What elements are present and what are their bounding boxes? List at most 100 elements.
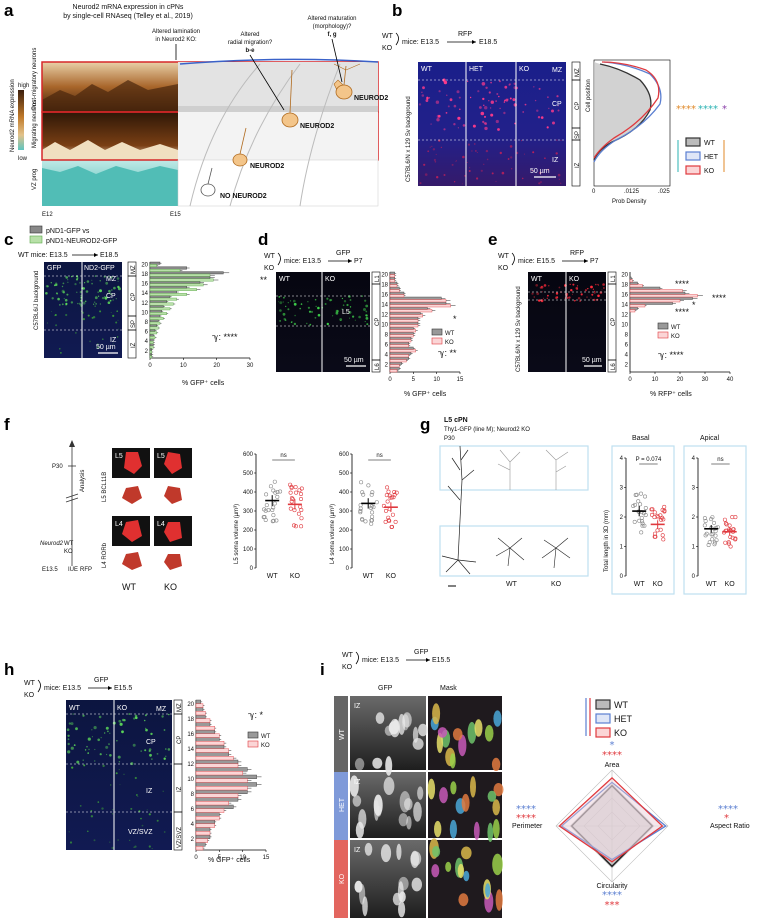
x-tick-label: 15	[457, 377, 464, 383]
tile-l5-ko: L5	[157, 453, 165, 460]
cell-dot	[566, 296, 569, 299]
data-point	[369, 518, 374, 523]
timeline-ko: KO	[64, 549, 73, 555]
cell-dot	[94, 301, 96, 303]
y-tick-label: 16	[621, 293, 628, 299]
tree-ko: KO	[551, 581, 562, 588]
data-point	[632, 519, 637, 524]
cell-dot	[82, 287, 85, 290]
y-tick-label: 4	[385, 353, 389, 359]
y-tick-label: 4	[620, 456, 624, 462]
bar	[149, 343, 154, 347]
data-point	[649, 512, 654, 517]
data-point	[389, 524, 394, 529]
mask-cell	[461, 846, 472, 860]
cell-dot	[366, 323, 369, 326]
y-tick-label: 6	[625, 343, 629, 349]
data-point	[360, 517, 365, 522]
cell-dot	[134, 845, 137, 848]
data-point	[730, 515, 735, 520]
cell-dot	[521, 177, 524, 180]
cell-dot	[512, 98, 516, 102]
panel-e-bracket-cp: CP	[611, 318, 617, 326]
panel-b-layer-cp: CP	[552, 101, 562, 108]
cell-dot	[116, 310, 118, 313]
panel-a-lamination-2: in Neurod2 KO:	[155, 37, 197, 43]
bar	[389, 326, 414, 330]
panel-f-chart-l4: 0 100 200 300 400 500 600 L4 soma volume (µm³) W…	[330, 452, 399, 580]
cell-dot	[488, 91, 491, 94]
bar	[389, 369, 398, 373]
radar-wt	[570, 784, 654, 868]
cell-dot	[586, 288, 589, 290]
cell-dot	[98, 715, 102, 719]
y-tick-label: 20	[621, 273, 628, 279]
scale-high: high	[18, 83, 29, 89]
cell-dot	[453, 104, 457, 108]
gfp-cell	[349, 775, 359, 797]
group-label-wt: WT	[363, 573, 375, 580]
cell-dot	[79, 805, 82, 807]
cell-dot	[118, 328, 119, 330]
bar	[389, 274, 395, 278]
neuron-vz	[200, 167, 216, 197]
panel-c-bracket-sp: SP	[131, 320, 137, 328]
cell-dot	[112, 809, 114, 811]
mask-cell	[474, 719, 483, 737]
data-point	[360, 490, 365, 495]
mask-cell	[492, 853, 503, 876]
cell-dot	[121, 730, 124, 734]
cell-dot	[499, 151, 502, 155]
y-tick-label: 14	[621, 303, 628, 309]
mask-cell	[493, 710, 502, 727]
cell-dot	[64, 298, 68, 302]
cell-dot	[490, 113, 494, 117]
cell-dot	[107, 293, 108, 295]
panel-d-sig: *	[453, 314, 457, 324]
cell-dot	[279, 301, 283, 305]
cell-dot	[489, 107, 492, 109]
sig-label: ns	[280, 453, 286, 459]
cell-dot	[308, 310, 312, 313]
density-tick-max: .025	[658, 189, 670, 195]
cell-dot	[149, 753, 152, 757]
panel-e-col-wt: WT	[531, 276, 543, 283]
cell-dot	[603, 287, 605, 289]
panel-d-reporter: GFP	[336, 250, 351, 257]
cell-dot	[552, 121, 555, 125]
cell-dot	[560, 139, 562, 141]
data-point	[299, 507, 304, 512]
data-point	[270, 507, 275, 512]
y-tick-label: 10	[141, 310, 148, 316]
cell-dot	[504, 85, 508, 89]
y-tick-label: 20	[141, 262, 148, 268]
cell-dot	[108, 276, 110, 278]
cell-dot	[73, 744, 76, 746]
cell-dot	[568, 296, 571, 299]
panel-i-letter: i	[320, 660, 325, 679]
cell-dot	[509, 145, 513, 148]
panel-a-maturation-2: (morphology)?	[313, 24, 352, 30]
bar	[149, 329, 156, 332]
data-point	[288, 506, 293, 511]
data-point	[712, 540, 717, 545]
cell-dot	[101, 296, 105, 300]
bar	[389, 324, 419, 328]
cell-dot	[473, 143, 476, 145]
panel-c-col-gfp: GFP	[47, 265, 62, 272]
cell-dot	[62, 291, 65, 294]
cell-dot	[82, 759, 84, 761]
cell-dot	[95, 303, 97, 305]
cell-dot	[151, 848, 153, 850]
density-ko	[593, 61, 660, 159]
bar	[149, 336, 156, 339]
data-point	[655, 528, 660, 533]
bar	[195, 756, 234, 761]
apical-traces	[497, 449, 569, 490]
neuron-tracing	[441, 445, 477, 575]
cell-dot	[109, 754, 112, 757]
cell-dot	[82, 714, 85, 717]
cell-dot	[112, 343, 114, 345]
gfp-cell	[399, 891, 406, 903]
cell-dot	[84, 282, 86, 284]
